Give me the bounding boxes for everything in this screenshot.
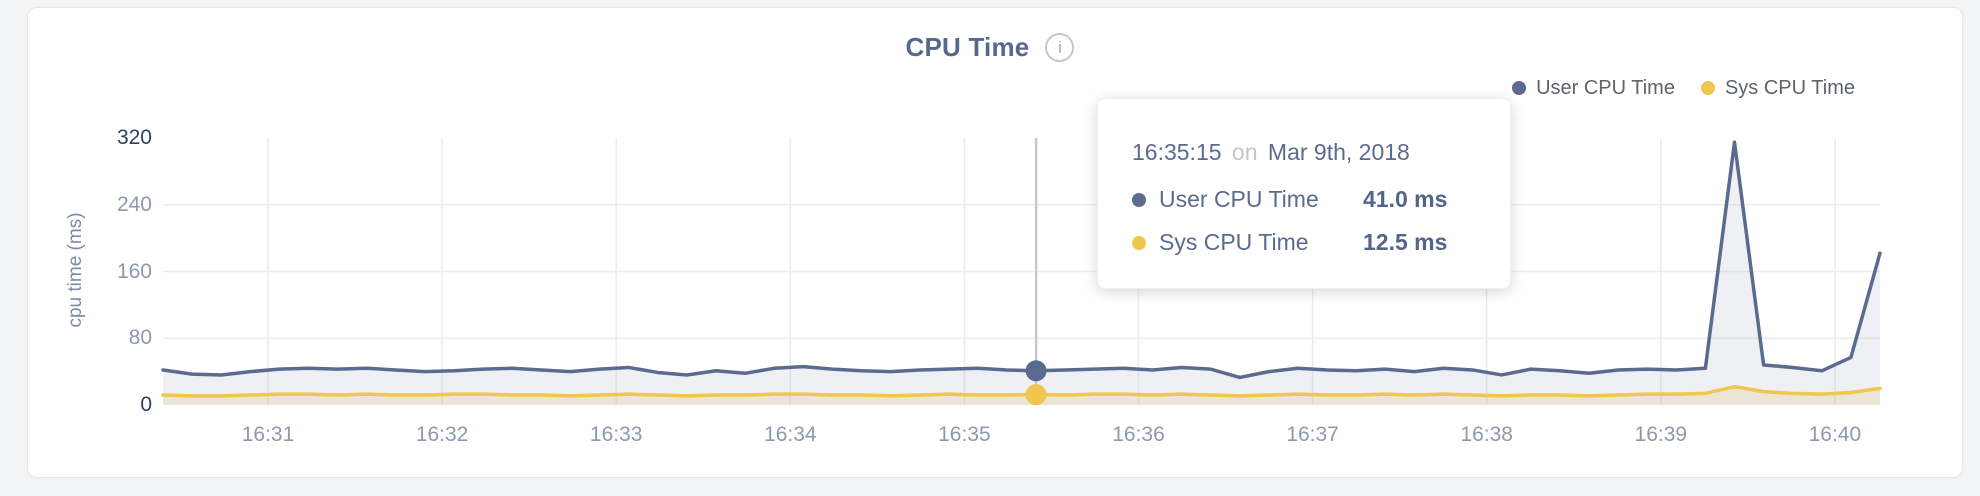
tooltip-series-value: 41.0 ms	[1363, 186, 1448, 212]
tooltip-series-dot-icon	[1132, 235, 1146, 250]
tooltip-timestamp: 16:35:15 on Mar 9th, 2018	[1132, 139, 1476, 166]
tooltip-date: Mar 9th, 2018	[1267, 139, 1410, 165]
x-axis-tick: 16:36	[1112, 423, 1165, 446]
legend-item-user-cpu-time[interactable]: User CPU Time	[1512, 77, 1675, 100]
tooltip-row: Sys CPU Time 12.5 ms	[1132, 229, 1476, 256]
legend-label: User CPU Time	[1536, 76, 1675, 99]
y-axis-tick: 160	[116, 259, 152, 283]
legend-label: Sys CPU Time	[1724, 76, 1855, 99]
cursor-point-marker	[1025, 360, 1047, 382]
y-axis-tick: 80	[128, 326, 152, 350]
tooltip-series-label: Sys CPU Time	[1159, 229, 1309, 255]
y-axis-tick: 0	[140, 393, 152, 416]
x-axis-tick: 16:33	[589, 423, 643, 446]
tooltip-series-label: User CPU Time	[1159, 186, 1319, 212]
x-axis-tick: 16:34	[764, 423, 817, 446]
x-axis-tick: 16:39	[1634, 423, 1688, 446]
chart-legend: User CPU Time Sys CPU Time	[1512, 74, 1855, 102]
tooltip-series-dot-icon	[1132, 192, 1146, 207]
x-axis-tick: 16:31	[241, 423, 295, 446]
y-axis-tick: 320	[116, 126, 152, 149]
tooltip-time: 16:35:15	[1132, 139, 1222, 165]
x-axis-tick: 16:37	[1286, 423, 1339, 446]
x-axis-ticks: 16:31 16:32 16:33 16:34 16:35 16:36 16:37 16:38…	[0, 421, 1980, 449]
x-axis-tick: 16:35	[938, 423, 991, 446]
hover-tooltip: 16:35:15 on Mar 9th, 2018 User CPU Time 4…	[1097, 98, 1511, 289]
legend-item-sys-cpu-time[interactable]: Sys CPU Time	[1700, 76, 1855, 100]
tooltip-series-value: 12.5 ms	[1363, 229, 1448, 255]
tooltip-row: User CPU Time 41.0 ms	[1132, 186, 1476, 213]
legend-dot-icon	[1700, 81, 1715, 95]
y-axis-ticks: 320 240 160 80 0	[60, 0, 152, 496]
series-line-user-cpu-time	[161, 140, 1882, 380]
cursor-point-marker	[1025, 384, 1047, 406]
tooltip-on-word: on	[1231, 139, 1258, 165]
chart-header: CPU Time i	[0, 28, 1980, 66]
x-axis-tick: 16:32	[415, 423, 469, 446]
chart-card	[27, 7, 1963, 478]
chart-title: CPU Time	[905, 31, 1030, 62]
y-axis-tick: 240	[116, 192, 152, 216]
x-axis-tick: 16:38	[1460, 423, 1513, 446]
tooltip-rows: User CPU Time 41.0 ms Sys CPU Time 12.5 ms	[1132, 186, 1476, 256]
series-line-sys-cpu-time	[161, 384, 1882, 398]
legend-dot-icon	[1512, 81, 1527, 95]
x-axis-tick: 16:40	[1808, 423, 1862, 446]
info-icon[interactable]: i	[1045, 32, 1075, 62]
